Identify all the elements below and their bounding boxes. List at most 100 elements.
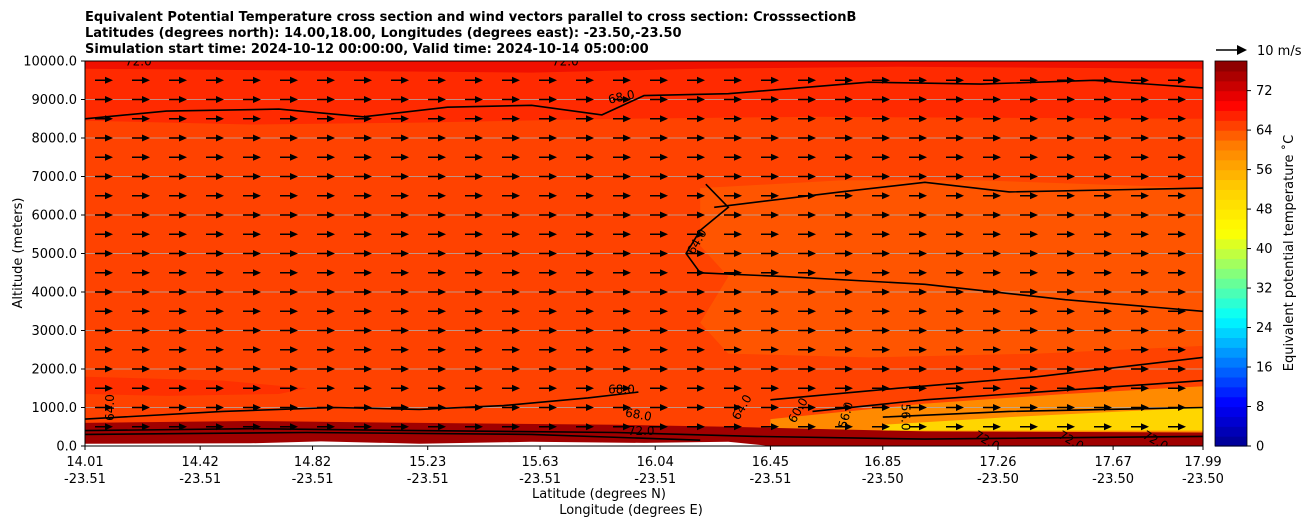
wind-vector-head: [993, 423, 1001, 431]
wind-vector-head: [179, 327, 187, 334]
wind-vector-head: [734, 211, 742, 219]
y-tick-label: 7000.0: [32, 170, 78, 185]
wind-vector-head: [1141, 269, 1149, 277]
wind-vector-head: [290, 288, 298, 296]
wind-vector-head: [956, 288, 964, 296]
wind-vector-head: [1178, 115, 1186, 123]
wind-vector-head: [253, 115, 261, 123]
colorbar-segment: [1215, 386, 1247, 398]
quiver-key-arrowhead: [1237, 45, 1247, 55]
wind-vector-head: [216, 250, 224, 257]
wind-vector-head: [882, 250, 890, 257]
x-tick-label-lon: -23.51: [407, 472, 449, 487]
wind-vector-head: [179, 134, 187, 142]
wind-vector-head: [623, 288, 631, 296]
wind-vector-head: [142, 346, 150, 354]
wind-vector-head: [475, 384, 483, 392]
wind-vector-head: [771, 423, 779, 431]
wind-vector-head: [438, 346, 446, 354]
wind-vector-head: [512, 153, 520, 161]
wind-vector-head: [586, 192, 594, 200]
x-tick-label-lat: 14.42: [182, 455, 219, 470]
contour-line: [812, 379, 1203, 413]
wind-vector-head: [1178, 250, 1186, 257]
wind-vector-head: [919, 307, 927, 315]
colorbar-segment: [1215, 376, 1247, 388]
wind-vector-head: [697, 115, 705, 123]
wind-vector-head: [771, 404, 779, 411]
x-tick-label-lat: 14.01: [66, 455, 103, 470]
wind-vector-head: [882, 327, 890, 334]
wind-vector-head: [290, 76, 298, 84]
y-tick-label: 1000.0: [32, 401, 78, 416]
wind-vector-head: [845, 269, 853, 277]
wind-vector-head: [438, 404, 446, 411]
wind-vector-head: [253, 96, 261, 103]
wind-vector-head: [512, 384, 520, 392]
wind-vector-head: [623, 173, 631, 180]
wind-vector-head: [401, 134, 409, 142]
wind-vector-head: [1178, 288, 1186, 296]
wind-vector-head: [734, 384, 742, 392]
wind-vector-head: [1178, 192, 1186, 200]
wind-vector-head: [919, 230, 927, 238]
wind-vector-head: [364, 153, 372, 161]
wind-vector-head: [586, 365, 594, 373]
wind-vector-head: [364, 211, 372, 219]
wind-vector-head: [623, 423, 631, 431]
wind-vector-head: [586, 230, 594, 238]
wind-vector-head: [512, 288, 520, 296]
wind-vector-head: [438, 269, 446, 277]
wind-vector-head: [105, 76, 113, 84]
wind-vector-head: [475, 211, 483, 219]
wind-vector-head: [512, 134, 520, 142]
colorbar-segment: [1215, 357, 1247, 368]
wind-vector-head: [1104, 230, 1112, 238]
wind-vector-head: [105, 173, 113, 180]
wind-vector-head: [401, 307, 409, 315]
wind-vector-head: [697, 192, 705, 200]
wind-vector-head: [1067, 153, 1075, 161]
wind-vector-head: [734, 230, 742, 238]
wind-vector-head: [401, 76, 409, 84]
wind-vector-head: [771, 134, 779, 142]
colorbar-segment: [1215, 238, 1247, 250]
wind-vector-head: [734, 346, 742, 354]
wind-vector-head: [475, 173, 483, 180]
contour-label: 68.0: [607, 87, 636, 106]
wind-vector-head: [697, 173, 705, 180]
wind-vector-head: [734, 134, 742, 142]
wind-vector-head: [438, 365, 446, 373]
wind-vector-head: [808, 173, 816, 180]
wind-vector-head: [179, 173, 187, 180]
wind-vector-head: [623, 404, 631, 411]
colorbar-segment: [1215, 70, 1247, 82]
colorbar-segment: [1215, 426, 1247, 437]
wind-vector-head: [1141, 250, 1149, 257]
wind-vector-head: [808, 134, 816, 142]
wind-vector-head: [734, 404, 742, 411]
wind-vector-head: [179, 250, 187, 257]
contour-line: [85, 431, 701, 441]
colorbar-segment: [1215, 100, 1247, 111]
x-axis-title-lat: Latitude (degrees N): [532, 487, 666, 502]
wind-vector-head: [734, 76, 742, 84]
wind-vector-head: [1030, 76, 1038, 84]
wind-vector-head: [771, 288, 779, 296]
wind-vector-head: [956, 327, 964, 334]
wind-vector-head: [142, 250, 150, 257]
wind-vector-head: [364, 384, 372, 392]
wind-vector-head: [401, 250, 409, 257]
wind-vector-head: [475, 76, 483, 84]
wind-vector-head: [438, 288, 446, 296]
wind-vector-head: [1067, 192, 1075, 200]
wind-vector-head: [1030, 404, 1038, 411]
wind-vector-head: [327, 192, 335, 200]
wind-vector-head: [1178, 384, 1186, 392]
wind-vector-head: [1067, 230, 1075, 238]
wind-vector-head: [1104, 96, 1112, 103]
wind-vector-head: [549, 250, 557, 257]
wind-vector-head: [105, 269, 113, 277]
wind-vector-head: [586, 423, 594, 431]
wind-vector-head: [216, 327, 224, 334]
